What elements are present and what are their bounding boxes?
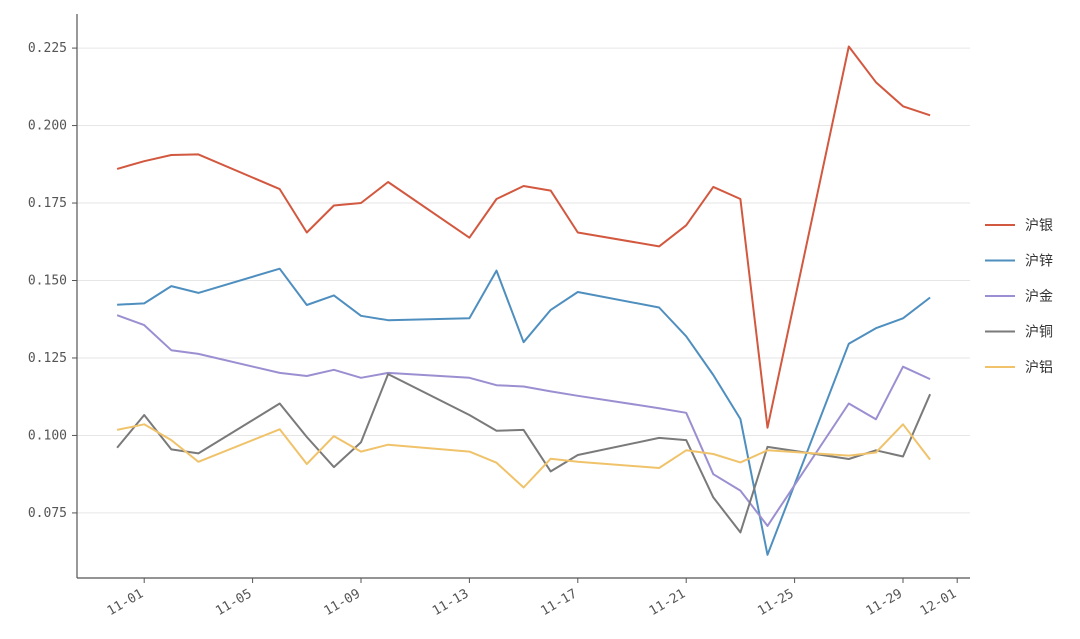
legend-item[interactable]: 沪银 bbox=[985, 218, 1053, 234]
x-tick-label: 11-17 bbox=[538, 586, 579, 619]
legend-label: 沪铜 bbox=[1025, 325, 1053, 341]
x-tick-label: 11-25 bbox=[755, 586, 796, 619]
x-tick-label: 11-21 bbox=[647, 586, 688, 619]
legend-item[interactable]: 沪铝 bbox=[985, 360, 1053, 376]
legend-label: 沪铝 bbox=[1025, 360, 1053, 376]
series-lines bbox=[116, 45, 932, 556]
y-tick-label: 0.150 bbox=[28, 274, 67, 289]
series-line bbox=[116, 314, 931, 527]
y-tick-label: 0.175 bbox=[28, 196, 67, 211]
x-axis-ticks: 11-01 11-05 11-09 11-13 11-17 11-21 11-25 11-29… bbox=[105, 578, 959, 619]
x-tick-label: 11-01 bbox=[105, 586, 146, 619]
legend-label: 沪金 bbox=[1025, 289, 1053, 305]
x-tick-label: 11-13 bbox=[430, 586, 471, 619]
grid-lines bbox=[77, 47, 970, 514]
y-tick-label: 0.125 bbox=[28, 351, 67, 366]
axes bbox=[76, 14, 970, 579]
legend-item[interactable]: 沪金 bbox=[985, 289, 1053, 305]
series-line bbox=[116, 423, 931, 489]
series-line bbox=[116, 45, 931, 429]
x-tick-label: 11-05 bbox=[213, 586, 254, 619]
x-tick-label: 11-09 bbox=[322, 586, 363, 619]
legend-label: 沪银 bbox=[1025, 218, 1053, 234]
x-tick-label: 11-29 bbox=[864, 586, 905, 619]
y-tick-label: 0.100 bbox=[28, 428, 67, 443]
x-tick-label: 12-01 bbox=[918, 586, 959, 619]
series-line bbox=[117, 267, 931, 556]
legend-item[interactable]: 沪铜 bbox=[985, 325, 1053, 341]
legend-label: 沪锌 bbox=[1025, 254, 1053, 270]
series-line bbox=[116, 373, 932, 534]
y-tick-label: 0.075 bbox=[28, 506, 67, 521]
y-tick-label: 0.200 bbox=[28, 119, 67, 134]
legend-item[interactable]: 沪锌 bbox=[985, 254, 1053, 270]
y-tick-label: 0.225 bbox=[28, 41, 67, 56]
y-axis-ticks: 0.075 0.100 0.125 0.150 0.175 0.200 0.225 bbox=[28, 41, 77, 521]
